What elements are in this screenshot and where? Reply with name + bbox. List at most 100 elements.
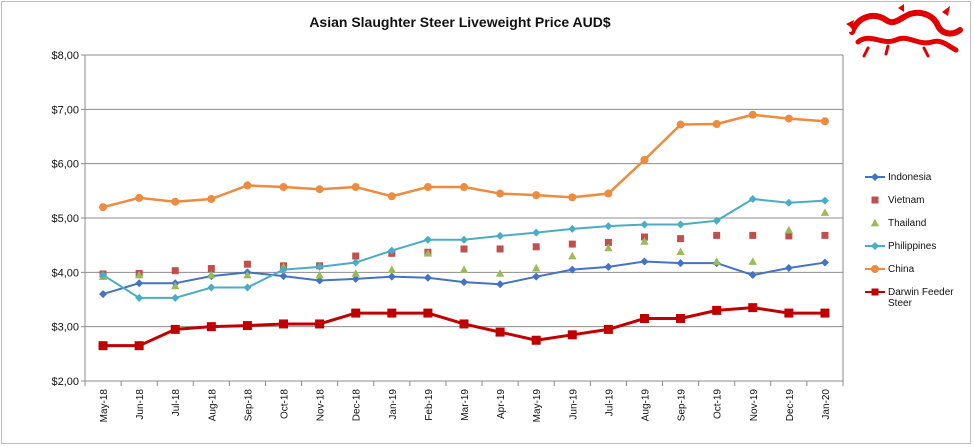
data-point xyxy=(676,120,685,129)
x-tick-label: Apr-19 xyxy=(496,389,507,419)
data-point xyxy=(532,191,541,200)
data-point xyxy=(871,242,879,250)
data-point xyxy=(871,173,879,181)
data-point xyxy=(171,293,180,302)
data-point xyxy=(568,240,576,248)
data-point xyxy=(495,327,505,337)
x-tick-label: Mar-19 xyxy=(460,389,471,421)
data-point xyxy=(496,231,505,240)
x-tick-label: Jun-19 xyxy=(568,389,579,420)
data-point xyxy=(496,189,505,198)
data-point xyxy=(640,220,649,229)
data-point xyxy=(568,224,577,233)
x-tick-label: Nov-18 xyxy=(316,389,327,422)
data-point xyxy=(134,341,144,351)
legend-label: Thailand xyxy=(888,218,927,229)
data-point xyxy=(532,243,540,251)
y-tick-label: $6,00 xyxy=(51,159,79,171)
data-point xyxy=(821,231,829,239)
data-point xyxy=(135,193,144,202)
axes: $2,00 $3,00 $4,00 $5,00 $6,00 $7,00 $8,00 May-1… xyxy=(51,50,844,423)
x-tick-label: Sep-19 xyxy=(677,389,688,422)
legend-item: Indonesia xyxy=(864,170,974,193)
data-point xyxy=(135,279,144,288)
data-point xyxy=(387,272,396,281)
x-tick-label: Aug-19 xyxy=(640,389,651,422)
data-point xyxy=(207,265,215,273)
data-point xyxy=(784,225,794,234)
data-point xyxy=(171,197,180,206)
x-tick-label: May-18 xyxy=(99,389,110,423)
data-point xyxy=(352,252,360,260)
data-point xyxy=(784,114,793,123)
data-point xyxy=(171,267,179,275)
data-point xyxy=(532,272,541,281)
data-point xyxy=(423,249,433,257)
data-point xyxy=(423,308,433,318)
series-darwin-feeder-steer xyxy=(98,303,830,351)
data-point xyxy=(820,208,830,216)
data-point xyxy=(351,274,360,283)
data-point xyxy=(99,203,108,212)
data-point xyxy=(604,238,612,246)
data-point xyxy=(820,308,830,318)
x-tick-label: Jul-18 xyxy=(171,389,182,417)
data-point xyxy=(315,262,324,271)
data-point xyxy=(870,218,880,227)
data-point xyxy=(496,280,505,289)
data-point xyxy=(495,269,505,277)
data-point xyxy=(748,110,757,119)
data-point xyxy=(98,341,108,351)
x-tick-label: Oct-19 xyxy=(713,389,724,419)
data-point xyxy=(604,222,613,231)
data-point xyxy=(748,194,757,203)
data-point xyxy=(315,270,324,279)
data-point xyxy=(871,265,879,273)
data-point xyxy=(243,283,252,292)
legend-label: Philippines xyxy=(888,241,937,252)
data-point xyxy=(387,265,397,273)
data-point xyxy=(279,319,289,329)
data-point xyxy=(460,278,468,287)
y-tick-label: $3,00 xyxy=(51,322,79,334)
data-point xyxy=(351,269,360,277)
legend-swatch-icon xyxy=(865,288,885,296)
legend-item: Darwin Feeder Steer xyxy=(864,285,974,315)
data-point xyxy=(748,257,757,265)
data-point xyxy=(712,305,722,315)
data-point xyxy=(387,192,396,201)
data-point xyxy=(568,193,577,202)
data-point xyxy=(640,155,649,164)
y-tick-label: $8,00 xyxy=(51,50,79,62)
data-point xyxy=(279,265,288,274)
data-point xyxy=(207,194,216,203)
data-point xyxy=(639,314,649,324)
x-tick-label: Nov-19 xyxy=(749,389,760,422)
data-point xyxy=(171,281,180,290)
legend-swatch-icon xyxy=(871,196,879,204)
dragon-logo-icon xyxy=(846,4,963,58)
legend-label: China xyxy=(888,264,915,275)
data-point xyxy=(99,271,108,280)
data-point xyxy=(676,314,686,324)
data-point xyxy=(279,183,288,192)
data-point xyxy=(207,270,216,279)
data-point xyxy=(604,243,613,252)
data-point xyxy=(676,259,685,268)
data-point xyxy=(676,247,685,256)
y-tick-label: $2,00 xyxy=(51,376,79,388)
data-point xyxy=(604,189,613,198)
gridlines xyxy=(85,54,843,382)
x-tick-label: Jan-20 xyxy=(821,389,832,420)
data-point xyxy=(315,276,324,285)
data-point xyxy=(134,270,144,279)
x-tick-label: Oct-18 xyxy=(280,389,291,419)
data-point xyxy=(460,183,468,192)
data-point xyxy=(351,258,360,267)
data-point xyxy=(135,293,144,302)
series-china xyxy=(99,110,829,212)
data-point xyxy=(460,235,468,244)
data-point xyxy=(170,324,180,334)
data-point xyxy=(243,181,252,190)
